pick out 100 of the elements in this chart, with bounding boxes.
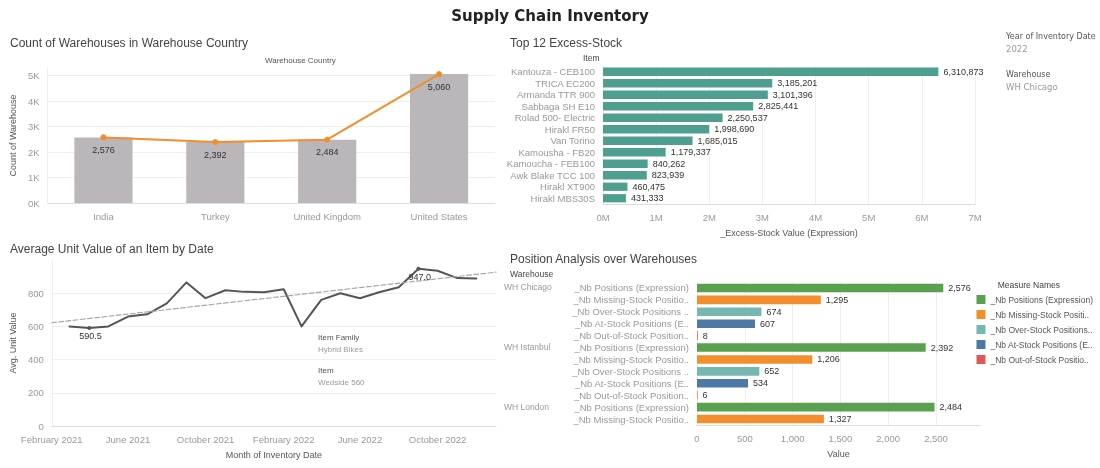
text: 2022 [1006,44,1028,54]
x-tick-label: 0 [694,432,700,444]
y-tick-label: _Nb Missing-Stock Positio.. [572,294,689,306]
chart-title: Top 12 Excess-Stock [510,36,624,50]
bar [603,159,648,168]
x-tick-label: United Kingdom [293,210,362,222]
x-tick-label: United States [410,210,468,222]
y-axis-title: Count of Warehouse [7,94,18,177]
y-tick-label: _Nb Missing-Stock Positio.. [572,353,689,365]
bar [603,194,626,203]
data-label: 823,939 [651,170,685,181]
chart-title: Count of Warehouses in Warehouse Country [10,36,248,50]
data-label: 1,295 [825,294,849,305]
bar [697,319,756,328]
y-tick-label: 800 [27,287,44,299]
text: WH Istanbul [504,342,551,353]
y-tick-label: 600 [27,320,44,332]
x-tick-label: February 2021 [20,433,83,445]
x-tick-label: 3M [755,211,770,223]
chart-title: Average Unit Value of an Item by Date [10,242,214,256]
point [100,134,107,141]
y-tick-label: Armanda TTR 900 [517,89,595,101]
bar [603,67,939,76]
text: Year of Inventory Date [1006,32,1096,41]
bar [603,79,773,88]
data-label: 1,998,690 [714,124,755,135]
y-tick-label: _Nb Out-of-Stock Position.. [572,389,689,401]
y-tick-label: _Nb Positions (Expression) [573,282,689,294]
x-tick-label: 6M [915,211,929,223]
point [436,71,443,78]
data-label: 2,392 [204,149,227,160]
bar [603,102,754,111]
x-axis-title: Warehouse Country [265,55,336,65]
x-axis-title: Value [827,448,850,459]
legend-label: _Nb Over-Stock Positions.. [989,324,1093,335]
bar [186,142,245,203]
y-tick-label: _Nb Out-of-Stock Position.. [572,330,689,342]
data-label: 6 [702,390,708,401]
x-tick-label: 500 [736,432,753,444]
bar [697,379,749,388]
bar [603,148,666,157]
data-label: 431,333 [630,193,664,204]
y-tick-label: 2K [27,146,41,158]
x-tick-label: February 2022 [252,433,315,445]
line-series [68,267,478,329]
data-label: 2,484 [315,147,339,158]
y-axis-title: Item [583,52,600,63]
text: WH London [504,401,550,412]
data-label: 8 [702,330,708,341]
data-label: 2,576 [948,282,971,293]
bar [697,307,762,317]
x-tick-label: June 2021 [105,433,151,445]
text: WH Chicago [1006,82,1058,92]
y-tick-label: Hirakl XT900 [540,181,595,193]
data-label: 534 [753,378,769,389]
x-tick-label: 2M [702,211,716,223]
legend-label: _Nb Positions (Expression) [989,294,1094,305]
chart-title: Position Analysis over Warehouses [510,252,697,266]
annotation: Item [318,365,334,375]
bar [697,414,824,424]
x-tick-label: 1,000 [780,432,805,444]
legend-label: _Nb At-Stock Positions (E.. [989,339,1093,350]
legend-label: _Nb Missing-Stock Positi.. [989,309,1090,320]
y-tick-label: _Nb Missing-Stock Positio.. [572,413,689,425]
y-tick-label: Kamoucha - FEB100 [506,158,595,170]
data-label: 3,185,201 [777,78,818,89]
y-axis-title: Warehouse [510,268,554,279]
data-label: 2,484 [939,402,963,413]
y-tick-label: Hirakl FR50 [544,123,595,135]
y-tick-label: Van Torino [550,135,595,147]
y-tick-label: _Nb At-Stock Positions (E.. [573,377,689,389]
y-tick-label: Kantouza - CEB100 [511,66,595,78]
data-label: 3,101,396 [772,89,813,100]
y-tick-label: 3K [27,121,41,133]
data-label: 1,685,015 [697,135,738,146]
bar [697,283,944,293]
x-tick-label: India [93,210,115,222]
bar [603,90,768,99]
bar [298,139,357,203]
annotation: Hybrid Bikes [318,344,363,354]
x-tick-label: 1M [649,211,663,223]
text: WH Chicago [504,282,552,293]
data-label: 607 [760,318,776,329]
y-tick-label: _Nb Positions (Expression) [573,401,689,413]
data-label: 6,310,873 [943,66,984,77]
data-label: 5,060 [427,81,451,92]
bar [697,402,935,412]
data-label: 1,327 [828,414,852,425]
x-tick-label: 4M [808,211,823,223]
data-label: 1,206 [817,354,840,365]
legend-label: _Nb Out-of-Stock Positio.. [989,354,1089,365]
data-label: 2,576 [92,144,115,155]
y-tick-label: _Nb At-Stock Positions (E.. [573,318,689,330]
data-label: 2,392 [930,342,954,353]
bar [603,171,647,180]
y-tick-label: Kamousha - FB20 [518,146,595,158]
x-tick-label: 2,500 [924,432,948,444]
y-tick-label: 0K [27,197,41,209]
x-tick-label: 5M [862,211,876,223]
bar [697,355,813,364]
